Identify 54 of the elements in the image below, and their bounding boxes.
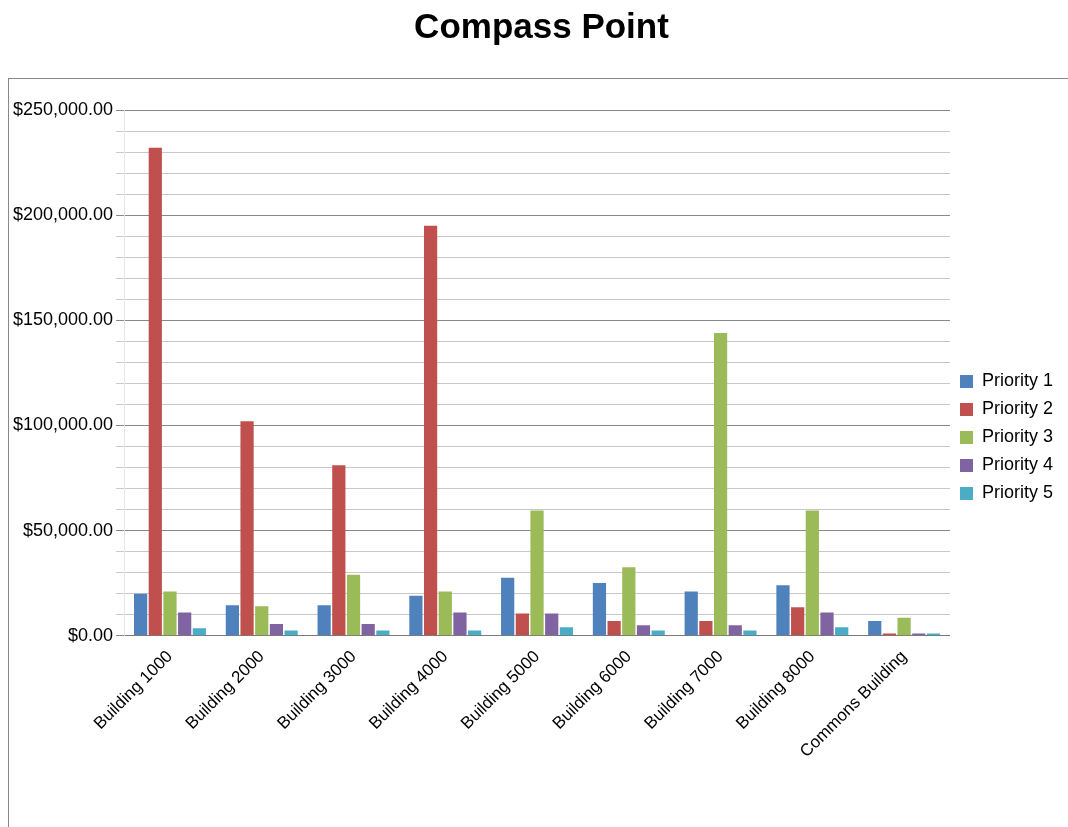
y-tick-label: $200,000.00 bbox=[12, 204, 114, 225]
bar bbox=[453, 612, 467, 636]
bar bbox=[225, 605, 239, 636]
bar bbox=[376, 630, 390, 636]
bar bbox=[240, 421, 254, 636]
y-tick-label: $150,000.00 bbox=[12, 309, 114, 330]
bar bbox=[409, 595, 423, 636]
bar bbox=[501, 577, 515, 636]
bar bbox=[178, 612, 192, 636]
y-tick-label: $250,000.00 bbox=[12, 98, 114, 119]
chart-title: Compass Point bbox=[413, 6, 670, 46]
bar bbox=[134, 593, 148, 636]
bar bbox=[530, 510, 544, 636]
bar bbox=[284, 630, 298, 636]
bar bbox=[468, 630, 482, 636]
bar bbox=[776, 585, 790, 636]
bar bbox=[438, 591, 452, 636]
bar bbox=[559, 627, 574, 636]
bar bbox=[545, 613, 559, 636]
bar bbox=[346, 574, 361, 636]
bar bbox=[269, 624, 284, 636]
bar bbox=[592, 583, 607, 636]
legend-label: Priority 3 bbox=[981, 426, 1053, 447]
legend-label: Priority 2 bbox=[981, 398, 1053, 419]
bar bbox=[317, 605, 331, 636]
bar bbox=[805, 510, 819, 636]
bar bbox=[743, 630, 757, 636]
y-tick-label: $50,000.00 bbox=[23, 519, 114, 540]
bar bbox=[607, 620, 621, 636]
legend-label: Priority 1 bbox=[981, 370, 1053, 391]
bar bbox=[255, 606, 269, 636]
bar bbox=[148, 147, 162, 636]
bar bbox=[728, 625, 742, 636]
bar bbox=[699, 620, 713, 636]
y-tick-label: $100,000.00 bbox=[12, 414, 114, 435]
bar bbox=[684, 591, 698, 636]
bar bbox=[713, 332, 728, 636]
bar bbox=[636, 625, 651, 636]
bar bbox=[791, 607, 805, 636]
bar bbox=[361, 624, 375, 636]
legend-label: Priority 5 bbox=[981, 482, 1053, 503]
bar bbox=[868, 620, 882, 636]
bar bbox=[423, 225, 438, 636]
bar bbox=[192, 628, 206, 636]
bar bbox=[515, 613, 529, 636]
bar bbox=[651, 630, 665, 636]
bar bbox=[163, 591, 177, 636]
legend-label: Priority 4 bbox=[981, 454, 1053, 475]
y-tick-label: $0.00 bbox=[68, 624, 114, 645]
bar bbox=[332, 465, 346, 636]
bar bbox=[897, 617, 911, 636]
bar bbox=[622, 567, 636, 636]
bar bbox=[835, 627, 849, 636]
bar bbox=[820, 612, 834, 636]
